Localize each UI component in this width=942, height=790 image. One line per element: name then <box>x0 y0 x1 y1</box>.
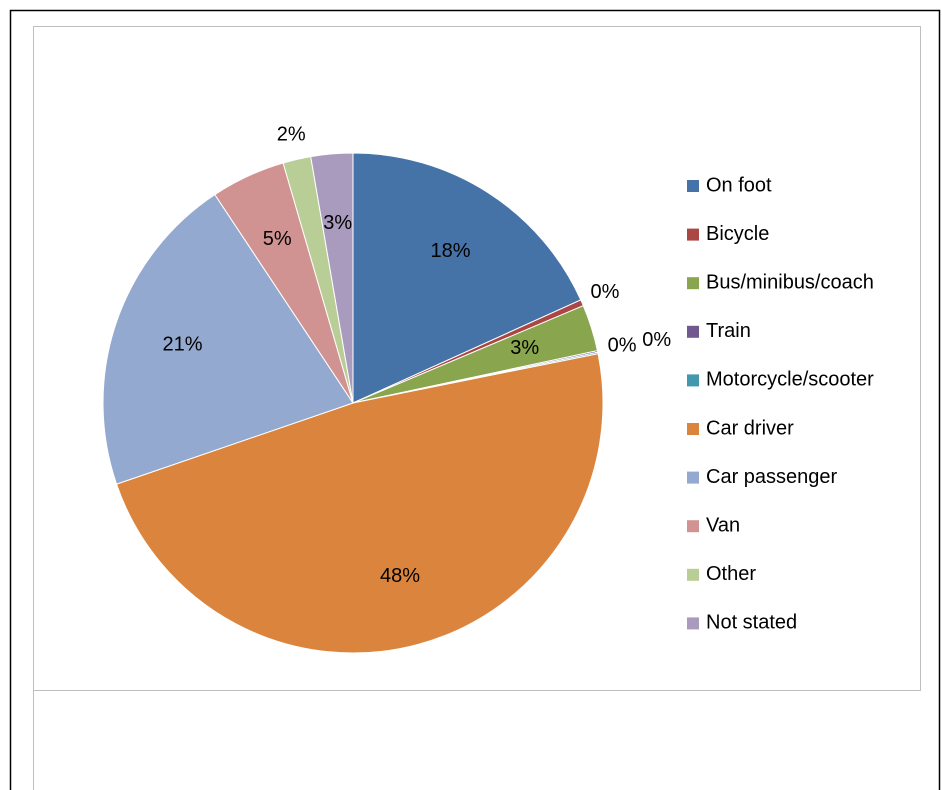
legend-swatch <box>687 617 699 630</box>
legend-swatch <box>687 423 699 435</box>
legend-label: Car driver <box>706 417 794 439</box>
legend-swatch <box>687 374 699 387</box>
legend-label: Not stated <box>706 612 797 634</box>
legend-label: On foot <box>706 174 772 196</box>
legend-swatch <box>687 180 699 192</box>
data-label: 3% <box>323 212 352 234</box>
data-label: 0% <box>642 329 671 351</box>
legend-label: Train <box>706 320 751 342</box>
pie-slice <box>115 353 604 654</box>
pie-slice <box>310 152 354 404</box>
chart-frame <box>33 26 921 790</box>
legend-label: Car passenger <box>706 466 838 488</box>
data-label: 0% <box>590 281 619 303</box>
legend-label: Bicycle <box>706 223 769 245</box>
data-label: 0% <box>608 335 637 357</box>
legend-swatch <box>687 228 699 241</box>
legend-label: Other <box>706 563 756 585</box>
legend-label: Bus/minibus/coach <box>706 271 874 293</box>
pie-slice <box>102 193 354 485</box>
page-frame <box>9 9 941 790</box>
pie-slice <box>352 152 582 404</box>
legend-swatch <box>687 471 699 484</box>
legend-swatch <box>687 568 699 581</box>
legend-swatch <box>687 277 699 290</box>
legend-swatch <box>687 520 699 533</box>
data-label: 18% <box>431 240 471 262</box>
data-label: 2% <box>277 123 306 145</box>
data-label: 5% <box>263 228 292 250</box>
data-label: 21% <box>163 333 203 355</box>
legend-label: Van <box>706 514 740 536</box>
data-label: 48% <box>380 565 420 587</box>
data-label: 3% <box>510 337 539 359</box>
legend-label: Motorcycle/scooter <box>706 369 874 391</box>
legend-swatch <box>687 325 699 338</box>
